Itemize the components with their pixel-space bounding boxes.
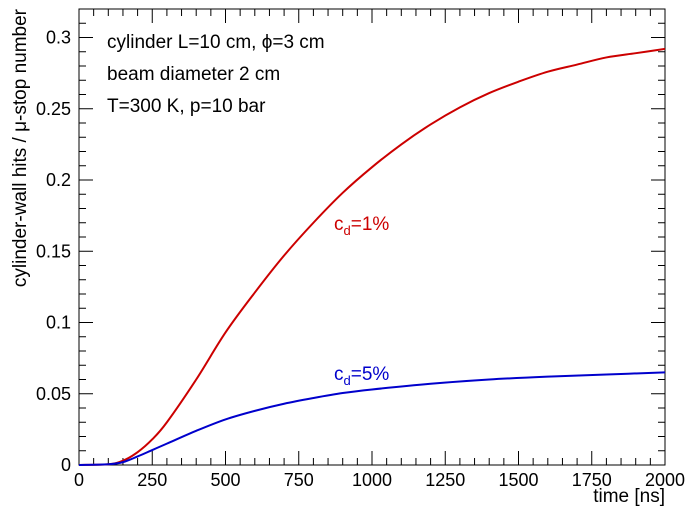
y-tick-label: 0: [61, 455, 71, 475]
x-tick-label: 1000: [352, 470, 392, 490]
annotation-cylinder: cylinder L=10 cm, ϕ=3 cm: [107, 32, 325, 53]
series-label-base: c: [334, 364, 344, 385]
y-tick-label: 0.15: [36, 241, 71, 261]
x-tick-label: 1250: [425, 470, 465, 490]
series-label-cd-1: cd=1%: [334, 214, 389, 238]
series-label-cd-5: cd=5%: [334, 364, 389, 388]
series-label-subscript: d: [344, 223, 351, 238]
x-axis-ticks: [78, 9, 666, 465]
series-label-base: c: [334, 214, 344, 235]
annotation-conditions: T=300 K, p=10 bar: [107, 96, 266, 117]
annotation-beam: beam diameter 2 cm: [107, 64, 280, 85]
x-tick-label: 1750: [572, 470, 612, 490]
x-axis-label: time [ns]: [593, 486, 665, 507]
series-label-rest: =5%: [351, 364, 390, 385]
y-tick-label: 0.1: [46, 313, 71, 333]
x-tick-label: 500: [210, 470, 240, 490]
series-label-subscript: d: [344, 373, 351, 388]
x-tick-label: 750: [284, 470, 314, 490]
series-line-1: [78, 371, 666, 466]
series-line-0: [78, 47, 666, 466]
series-label-rest: =1%: [351, 214, 390, 235]
y-tick-label: 0.2: [46, 170, 71, 190]
y-axis-label: cylinder-wall hits / μ-stop number: [10, 8, 31, 287]
y-tick-label: 0.25: [36, 99, 71, 119]
series-group: [78, 47, 666, 466]
y-tick-label: 0.05: [36, 384, 71, 404]
y-axis-tick-labels: 0 0.05 0.1 0.15 0.2 0.25 0.3: [36, 28, 71, 476]
x-tick-label: 1500: [498, 470, 538, 490]
x-tick-label: 250: [137, 470, 167, 490]
x-tick-label: 2000: [645, 470, 685, 490]
x-tick-label: 0: [74, 470, 84, 490]
x-axis-tick-labels: 0 250 500 750 1000 1250 1500 1750 2000: [74, 470, 685, 490]
y-tick-label: 0.3: [46, 28, 71, 48]
